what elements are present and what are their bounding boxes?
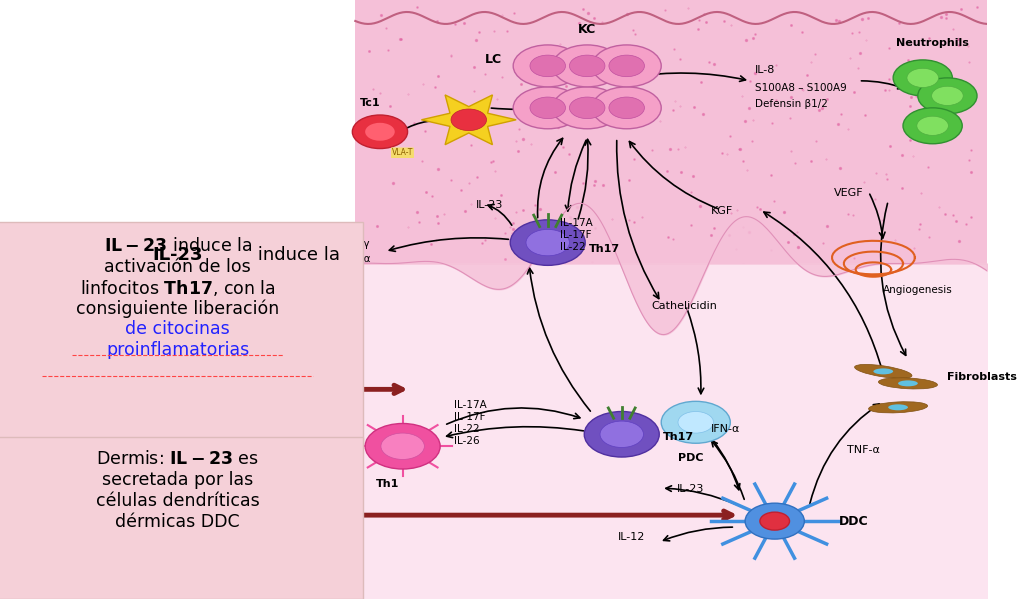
- Circle shape: [526, 229, 570, 256]
- Circle shape: [661, 401, 730, 443]
- Circle shape: [917, 78, 977, 114]
- FancyBboxPatch shape: [356, 0, 987, 599]
- Circle shape: [381, 433, 424, 459]
- Text: TNF-α: TNF-α: [847, 445, 880, 455]
- Text: Th17: Th17: [589, 244, 620, 253]
- Text: IL-23: IL-23: [153, 246, 203, 264]
- Ellipse shape: [889, 404, 908, 410]
- Text: IFN-γ: IFN-γ: [343, 238, 370, 249]
- Text: IL-12: IL-12: [618, 532, 646, 542]
- Circle shape: [510, 220, 585, 265]
- Circle shape: [514, 87, 582, 129]
- Text: de citocinas: de citocinas: [125, 320, 230, 338]
- Text: proinflamatorias: proinflamatorias: [106, 341, 249, 359]
- FancyBboxPatch shape: [0, 437, 363, 599]
- Text: Defensin β1/2: Defensin β1/2: [755, 99, 828, 109]
- Circle shape: [745, 503, 805, 539]
- Text: VLA-T: VLA-T: [392, 148, 413, 158]
- Circle shape: [584, 412, 659, 457]
- Ellipse shape: [868, 402, 928, 413]
- Text: Th1: Th1: [376, 479, 400, 489]
- Text: IL-8: IL-8: [755, 65, 775, 75]
- Text: linfocitos $\mathbf{Th17}$, con la: linfocitos $\mathbf{Th17}$, con la: [80, 277, 276, 298]
- Text: IL-17F: IL-17F: [454, 412, 486, 422]
- Text: Neutrophils: Neutrophils: [896, 38, 969, 48]
- Circle shape: [678, 412, 713, 433]
- Text: secretada por las: secretada por las: [102, 471, 253, 489]
- Text: IFN-α: IFN-α: [710, 424, 740, 434]
- Text: Th17: Th17: [663, 432, 694, 442]
- Circle shape: [570, 55, 605, 77]
- Circle shape: [530, 55, 566, 77]
- Circle shape: [760, 512, 789, 530]
- FancyBboxPatch shape: [0, 222, 363, 443]
- Circle shape: [893, 60, 952, 96]
- Text: PDC: PDC: [679, 453, 703, 464]
- Text: IL-17F: IL-17F: [560, 229, 591, 240]
- Circle shape: [609, 97, 645, 119]
- Circle shape: [932, 86, 963, 105]
- Text: IL-23: IL-23: [476, 199, 503, 210]
- Text: VEGF: VEGF: [834, 187, 863, 198]
- Text: $\mathbf{IL-23}$ induce la: $\mathbf{IL-23}$ induce la: [104, 237, 252, 255]
- Text: Cathelicidin: Cathelicidin: [651, 301, 718, 311]
- Text: Angiogenesis: Angiogenesis: [884, 285, 953, 295]
- Text: induce la: induce la: [252, 246, 339, 264]
- Circle shape: [552, 45, 622, 87]
- Text: KC: KC: [578, 23, 597, 36]
- Circle shape: [552, 87, 622, 129]
- Circle shape: [916, 116, 948, 135]
- Text: Dermis: $\mathbf{IL-23}$ es: Dermis: $\mathbf{IL-23}$ es: [96, 450, 259, 468]
- Text: IL-23: IL-23: [678, 484, 704, 494]
- Circle shape: [570, 97, 605, 119]
- Text: células dendríticas: células dendríticas: [95, 492, 259, 510]
- Text: activación de los: activación de los: [105, 258, 251, 276]
- Circle shape: [600, 421, 644, 447]
- Circle shape: [365, 423, 440, 469]
- Circle shape: [609, 55, 645, 77]
- Text: Tc1: Tc1: [360, 98, 380, 108]
- Text: KGF: KGF: [710, 205, 733, 216]
- Polygon shape: [421, 95, 517, 145]
- Circle shape: [514, 45, 582, 87]
- Circle shape: [903, 108, 962, 144]
- Text: IL-17A: IL-17A: [560, 217, 592, 228]
- Text: IL-17A: IL-17A: [454, 400, 487, 410]
- Text: IL-26: IL-26: [454, 436, 480, 446]
- Circle shape: [530, 97, 566, 119]
- Circle shape: [451, 109, 487, 131]
- Text: dérmicas DDC: dérmicas DDC: [116, 513, 240, 531]
- FancyBboxPatch shape: [356, 0, 987, 264]
- Circle shape: [907, 68, 939, 87]
- Text: DDC: DDC: [838, 515, 868, 528]
- Circle shape: [592, 87, 661, 129]
- Text: TNF-α: TNF-α: [339, 253, 370, 264]
- Circle shape: [592, 45, 661, 87]
- Text: LC: LC: [485, 53, 502, 66]
- Text: IL-22: IL-22: [454, 424, 480, 434]
- Text: IL-22: IL-22: [560, 241, 585, 252]
- Text: S100A8 – S100A9: S100A8 – S100A9: [755, 83, 847, 93]
- Text: Fibroblasts: Fibroblasts: [947, 373, 1017, 382]
- Ellipse shape: [873, 368, 893, 374]
- Circle shape: [365, 123, 395, 141]
- Ellipse shape: [898, 380, 917, 386]
- Text: consiguiente liberación: consiguiente liberación: [76, 300, 279, 317]
- Circle shape: [353, 115, 408, 149]
- Ellipse shape: [878, 378, 938, 389]
- Ellipse shape: [855, 364, 912, 379]
